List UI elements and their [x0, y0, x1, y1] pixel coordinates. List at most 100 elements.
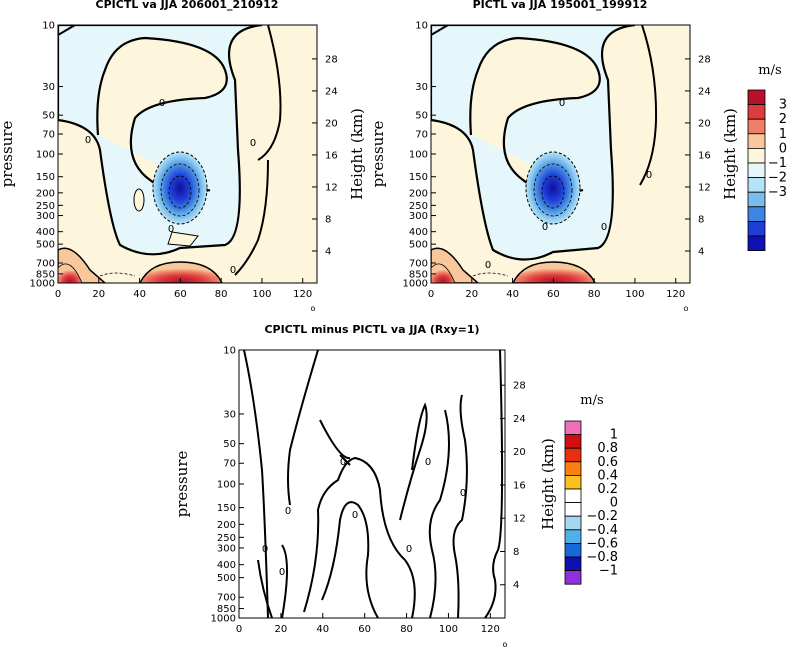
y-tick-label: 70: [223, 459, 236, 470]
y-tick-label: 1000: [30, 279, 55, 290]
x-tick-label: 0: [236, 624, 242, 635]
y-tick-label: 30: [415, 82, 428, 93]
contour-zero-label: 0: [159, 98, 165, 109]
contour-zero-label: 0: [485, 260, 491, 271]
y-tick-label: 50: [415, 111, 428, 122]
panel-title: CPICTL minus PICTL va JJA (Rxy=1): [264, 323, 479, 336]
colorbar-swatch: [747, 220, 766, 237]
y-right-tick-label: 16: [513, 480, 526, 491]
colorbar-swatch: [747, 118, 766, 135]
contour-zero-label: 0: [230, 265, 236, 276]
y-tick-label: 100: [217, 480, 236, 491]
contour-zero-label: 0: [406, 544, 412, 555]
x-tick-label: 60: [547, 289, 560, 300]
y-tick-label: 70: [415, 130, 428, 141]
panel-cpictl: CPICTL va JJA 206001_210912 0 0 0 0 0 10…: [0, 0, 366, 313]
colorbar-swatch: [747, 235, 766, 252]
y-right-tick-label: 8: [698, 214, 704, 225]
y-tick-label: 400: [409, 227, 428, 238]
colorbar-label: −0.4: [586, 523, 618, 538]
y-tick-label: 150: [217, 503, 236, 514]
y-right-tick-label: 8: [513, 547, 519, 558]
colorbar-label: 2: [779, 112, 787, 127]
contour-fill: [58, 25, 317, 283]
colorbar-swatch: [747, 104, 766, 120]
y-tick-label: 500: [36, 240, 55, 251]
contour-zero-label: 0: [168, 224, 174, 235]
colorbar-swatch: [564, 543, 582, 558]
x-tick-label: 40: [506, 289, 519, 300]
contour-zero-label: 0: [601, 222, 607, 233]
y-tick-label: 250: [36, 201, 55, 212]
x-tick-label: 100: [625, 289, 644, 300]
colorbar-swatch: [564, 502, 582, 517]
y-right-tick-label: 4: [325, 246, 331, 257]
colorbar-label: 1: [779, 127, 787, 142]
x-tick-label: 80: [215, 289, 228, 300]
contour-zero-label: 0: [250, 138, 256, 149]
contour-zero-label: 0: [85, 135, 91, 146]
y-tick-label: 700: [409, 259, 428, 270]
panel-pictl: PICTL va JJA 195001_199912 0 0 0 0 0 10 3…: [369, 0, 739, 313]
y-right-tick-label: 24: [698, 86, 711, 97]
panel-title: CPICTL va JJA 206001_210912: [96, 0, 279, 11]
y-right-tick-label: 16: [325, 150, 338, 161]
x-tick-label: 60: [174, 289, 187, 300]
colorbar-swatch: [564, 488, 582, 504]
y-right-axis-ticks: 4 8 12 16 20 24 28: [685, 54, 711, 257]
y-tick-label: 250: [217, 533, 236, 544]
y-tick-label: 500: [217, 573, 236, 584]
y-tick-label: 30: [42, 82, 55, 93]
y-right-tick-label: 28: [698, 54, 711, 65]
contour-zero-label: 0: [340, 457, 346, 468]
x-tick-label: 80: [400, 624, 413, 635]
y-tick-label: 1000: [211, 614, 236, 625]
contour-zero-label: 0: [262, 544, 268, 555]
y-tick-label: 1000: [403, 279, 428, 290]
colorbar-label: −0.8: [586, 550, 618, 565]
contour-zero-label: 0: [460, 488, 466, 499]
colorbar-swatch: [564, 515, 582, 531]
colorbar-swatch: [747, 147, 766, 164]
y-tick-label: 400: [36, 227, 55, 238]
colorbar-swatch: [747, 133, 766, 149]
y-tick-label: 850: [409, 269, 428, 280]
colorbar-swatch: [564, 529, 582, 544]
y-tick-label: 10: [223, 346, 236, 357]
colorbar-swatch: [564, 556, 582, 572]
contour-zero-label: 0: [646, 170, 652, 181]
x-tick-label: 80: [588, 289, 601, 300]
y-tick-label: 70: [42, 130, 55, 141]
x-tick-label: 120: [481, 624, 500, 635]
y-tick-label: 250: [409, 201, 428, 212]
y-tick-label: 150: [36, 172, 55, 183]
colorbar-bottom: m/s 10.80.60.40.20−0.2−0.4−0.6−0.8−1: [564, 393, 618, 585]
colorbar-label: 1: [610, 428, 618, 443]
contour-zero-label: 0: [425, 457, 431, 468]
colorbar-unit: m/s: [580, 393, 603, 408]
y-right-axis-label: Height (km): [348, 108, 366, 200]
y-right-tick-label: 28: [513, 381, 526, 392]
colorbar-swatch: [747, 177, 766, 193]
y-tick-label: 200: [409, 188, 428, 199]
y-right-tick-label: 28: [325, 54, 338, 65]
x-corner-label: o: [311, 304, 316, 313]
y-tick-label: 50: [42, 111, 55, 122]
contour-zero-label: 0: [279, 567, 285, 578]
x-tick-label: 120: [666, 289, 685, 300]
colorbar-label: −0.2: [586, 509, 618, 524]
x-axis-ticks: 0 20 40 60 80 100 120: [55, 278, 312, 300]
y-tick-label: 10: [42, 21, 55, 32]
x-corner-label: o: [684, 304, 689, 313]
y-right-tick-label: 8: [325, 214, 331, 225]
panel-title: PICTL va JJA 195001_199912: [473, 0, 648, 11]
y-tick-label: 200: [217, 520, 236, 531]
colorbar-label: −3: [768, 185, 787, 200]
colorbar-label: 0.6: [597, 455, 618, 470]
x-tick-label: 20: [275, 624, 288, 635]
y-right-axis-ticks: 4 8 12 16 20 24 28: [312, 54, 338, 257]
x-tick-label: 40: [316, 624, 329, 635]
y-right-axis-ticks: 4 8 12 16 20 24 28: [500, 381, 526, 591]
